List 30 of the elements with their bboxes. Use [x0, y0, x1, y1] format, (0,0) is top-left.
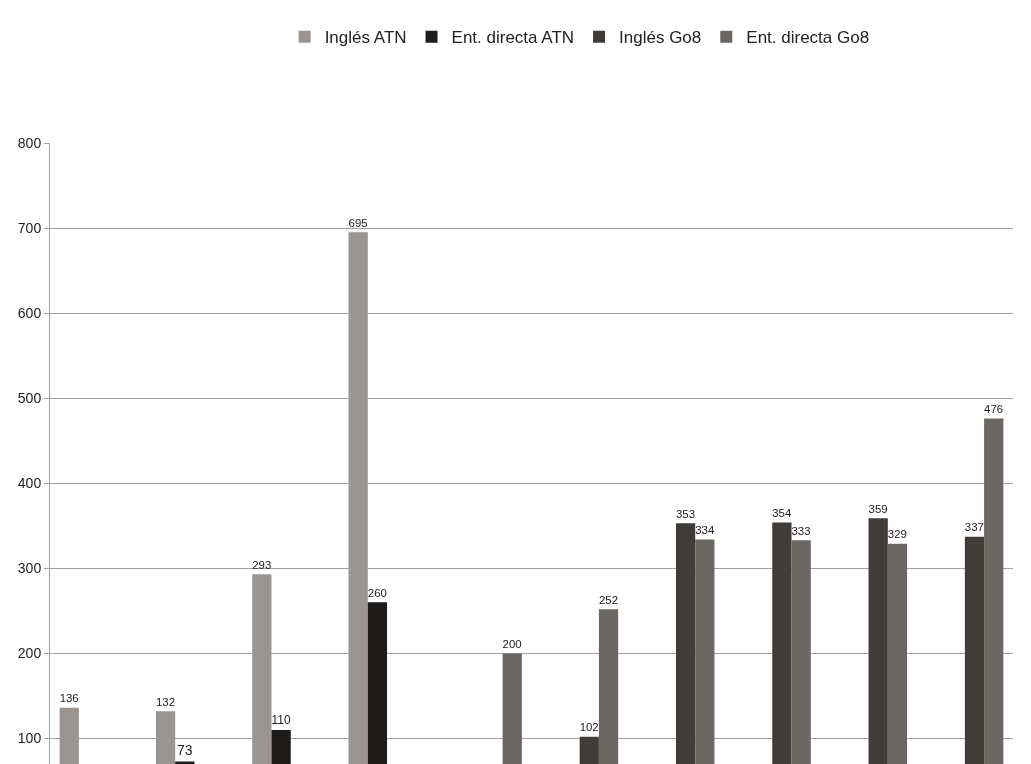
data-label: 293 [252, 558, 272, 571]
data-label: 260 [367, 586, 387, 599]
legend-label: Ent. directa ATN [451, 28, 575, 48]
y-tick-label: 300 [17, 560, 42, 577]
y-tick-label: 500 [17, 390, 42, 407]
y-tick-label: 400 [17, 475, 42, 492]
data-label: 695 [348, 216, 368, 229]
data-label: 353 [675, 507, 696, 520]
data-label: 476 [984, 403, 1004, 416]
data-label: 136 [59, 692, 79, 705]
data-label: 359 [868, 502, 888, 515]
data-label: 110 [271, 713, 291, 728]
y-tick-label: 700 [17, 219, 42, 236]
data-label: 329 [887, 528, 907, 541]
data-label: 334 [695, 523, 715, 536]
legend-label: Ent. directa Go8 [746, 28, 870, 48]
y-tick-label: 100 [17, 730, 42, 747]
y-tick-label: 600 [17, 305, 42, 322]
y-tick-label: 800 [17, 134, 42, 151]
data-label: 354 [772, 506, 792, 519]
data-label: 337 [964, 521, 984, 534]
legend-label: Inglés Go8 [619, 28, 702, 48]
data-label: 200 [502, 637, 522, 650]
data-label: 102 [579, 721, 599, 734]
legend-label: Inglés ATN [324, 28, 407, 48]
data-label: 333 [791, 524, 811, 537]
data-label: 73 [176, 742, 193, 759]
data-label: 252 [598, 593, 618, 606]
y-tick-label: 200 [17, 645, 42, 662]
data-label: 132 [155, 695, 175, 708]
